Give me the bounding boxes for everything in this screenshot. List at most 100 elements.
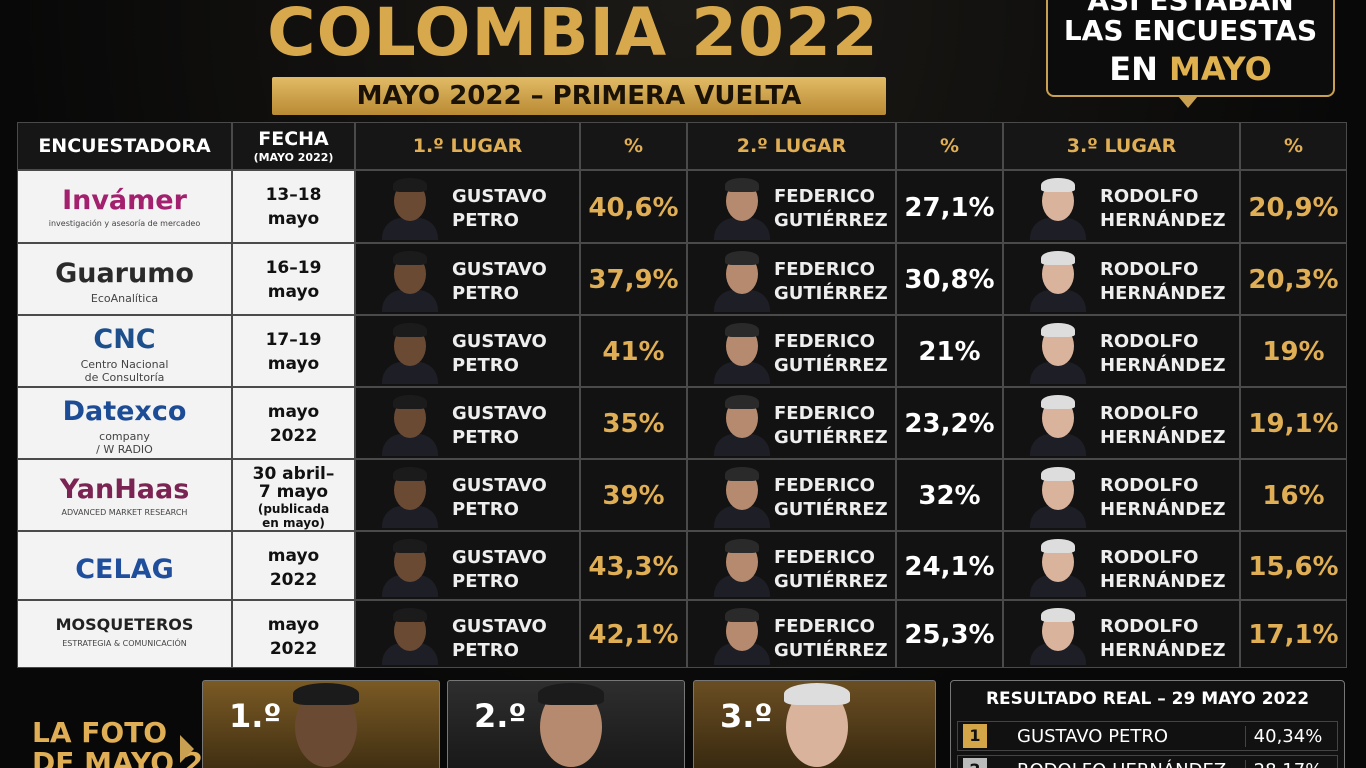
- photo-hair: [1041, 395, 1075, 409]
- candidate-name: HERNÁNDEZ: [1100, 499, 1226, 520]
- pct-cell: 40,6%: [580, 170, 687, 243]
- candidate-name: RODOLFO: [1100, 331, 1199, 352]
- date-text: mayo: [267, 354, 320, 374]
- date-text: mayo: [267, 209, 320, 229]
- header-text: 1.º LUGAR: [412, 135, 523, 157]
- callout-pointer: [1178, 96, 1198, 108]
- candidate-name: PETRO: [452, 283, 519, 304]
- callout-line: LAS ENCUESTAS: [1063, 14, 1318, 47]
- pct-value: 25,3%: [904, 620, 995, 650]
- pct-value: 42,1%: [588, 620, 679, 650]
- candidate-cell: RODOLFO HERNÁNDEZ: [1003, 387, 1240, 459]
- header-cell: 2.º LUGAR: [687, 122, 896, 170]
- result-rank: 1: [969, 726, 981, 745]
- result-name: RODOLFO HERNÁNDEZ: [1017, 760, 1226, 768]
- candidate-cell: GUSTAVO PETRO: [355, 315, 580, 387]
- candidate-name: GUTIÉRREZ: [774, 499, 888, 520]
- pollster-sub: / W RADIO: [96, 443, 153, 456]
- candidate-name: FEDERICO: [774, 475, 875, 496]
- header-text: %: [939, 135, 960, 157]
- pct-value: 40,6%: [588, 192, 679, 223]
- pct-value: 19,1%: [1248, 409, 1339, 439]
- pct-cell: 24,1%: [896, 531, 1003, 600]
- photo-body: [1030, 434, 1086, 456]
- result-name: GUSTAVO PETRO: [1017, 726, 1169, 747]
- photo-hair: [725, 251, 759, 265]
- candidate-cell: RODOLFO HERNÁNDEZ: [1003, 243, 1240, 315]
- pollster-sub: Centro Nacional: [80, 358, 169, 371]
- header-text: FECHA: [258, 128, 329, 150]
- photo-body: [1030, 643, 1086, 665]
- subtitle-bar: MAYO 2022 – PRIMERA VUELTA: [272, 77, 886, 115]
- date-text: 30 abril–: [252, 464, 335, 484]
- pct-value: 30,8%: [904, 265, 995, 295]
- photo-hair: [1041, 323, 1075, 337]
- candidate-cell: RODOLFO HERNÁNDEZ: [1003, 315, 1240, 387]
- candidate-name: HERNÁNDEZ: [1100, 571, 1226, 592]
- header-cell: %: [580, 122, 687, 170]
- photo-hair: [393, 395, 427, 409]
- candidate-cell: FEDERICO GUTIÉRREZ: [687, 315, 896, 387]
- pct-cell: 27,1%: [896, 170, 1003, 243]
- pct-value: 39%: [602, 481, 665, 511]
- pct-cell: 19,1%: [1240, 387, 1347, 459]
- photo-body: [714, 506, 770, 528]
- card-rank: 1.º: [229, 697, 282, 735]
- pct-value: 23,2%: [904, 409, 995, 439]
- photo-hair: [393, 323, 427, 337]
- candidate-name: PETRO: [452, 499, 519, 520]
- candidate-cell: RODOLFO HERNÁNDEZ: [1003, 531, 1240, 600]
- candidate-cell: FEDERICO GUTIÉRREZ: [687, 531, 896, 600]
- pct-value: 43,3%: [588, 551, 679, 582]
- pollster-name: MOSQUETEROS: [55, 615, 194, 634]
- date-text: mayo: [267, 546, 320, 566]
- candidate-photo: [710, 248, 774, 312]
- pollster-cell: Guarumo EcoAnalítica: [17, 243, 232, 315]
- candidate-name: RODOLFO: [1100, 403, 1199, 424]
- candidate-name: FEDERICO: [774, 616, 875, 637]
- pollster-name: CELAG: [75, 554, 174, 585]
- photo-body: [714, 575, 770, 597]
- date-cell: 17–19 mayo: [232, 315, 355, 387]
- pct-cell: 35%: [580, 387, 687, 459]
- candidate-name: GUSTAVO: [452, 186, 547, 207]
- candidate-cell: FEDERICO GUTIÉRREZ: [687, 243, 896, 315]
- pct-cell: 32%: [896, 459, 1003, 531]
- candidate-name: FEDERICO: [774, 331, 875, 352]
- candidate-cell: GUSTAVO PETRO: [355, 600, 580, 668]
- candidate-cell: GUSTAVO PETRO: [355, 459, 580, 531]
- candidate-name: GUSTAVO: [452, 616, 547, 637]
- pct-cell: 41%: [580, 315, 687, 387]
- candidate-name: RODOLFO: [1100, 475, 1199, 496]
- candidate-photo: [1026, 320, 1090, 384]
- result-rank: 2: [963, 760, 987, 768]
- date-cell: 30 abril– 7 mayo (publicada en mayo): [232, 459, 355, 531]
- candidate-name: RODOLFO: [1100, 547, 1199, 568]
- result-badge: 2: [963, 758, 987, 768]
- candidate-name: RODOLFO: [1100, 259, 1199, 280]
- pct-value: 41%: [602, 337, 665, 367]
- candidate-photo: [378, 175, 442, 240]
- result-row: [957, 755, 1338, 768]
- photo-hair: [393, 178, 427, 192]
- pollster-name: Guarumo: [55, 258, 194, 289]
- pct-cell: 43,3%: [580, 531, 687, 600]
- pct-cell: 15,6%: [1240, 531, 1347, 600]
- header-cell: 1.º LUGAR: [355, 122, 580, 170]
- candidate-name: FEDERICO: [774, 403, 875, 424]
- candidate-cell: RODOLFO HERNÁNDEZ: [1003, 170, 1240, 243]
- pct-value: 19%: [1262, 337, 1325, 367]
- title: COLOMBIA 2022: [267, 0, 879, 71]
- candidate-photo: [378, 605, 442, 665]
- candidate-cell: FEDERICO GUTIÉRREZ: [687, 387, 896, 459]
- photo-hair: [1041, 251, 1075, 265]
- candidate-name: HERNÁNDEZ: [1100, 427, 1226, 448]
- photo-hair: [393, 608, 427, 622]
- photo-hair: [393, 539, 427, 553]
- candidate-cell: FEDERICO GUTIÉRREZ: [687, 600, 896, 668]
- candidate-name: PETRO: [452, 640, 519, 661]
- photo-hair: [725, 178, 759, 192]
- date-text: 2022: [269, 570, 318, 590]
- callout-line: EN MAYO: [1048, 50, 1333, 88]
